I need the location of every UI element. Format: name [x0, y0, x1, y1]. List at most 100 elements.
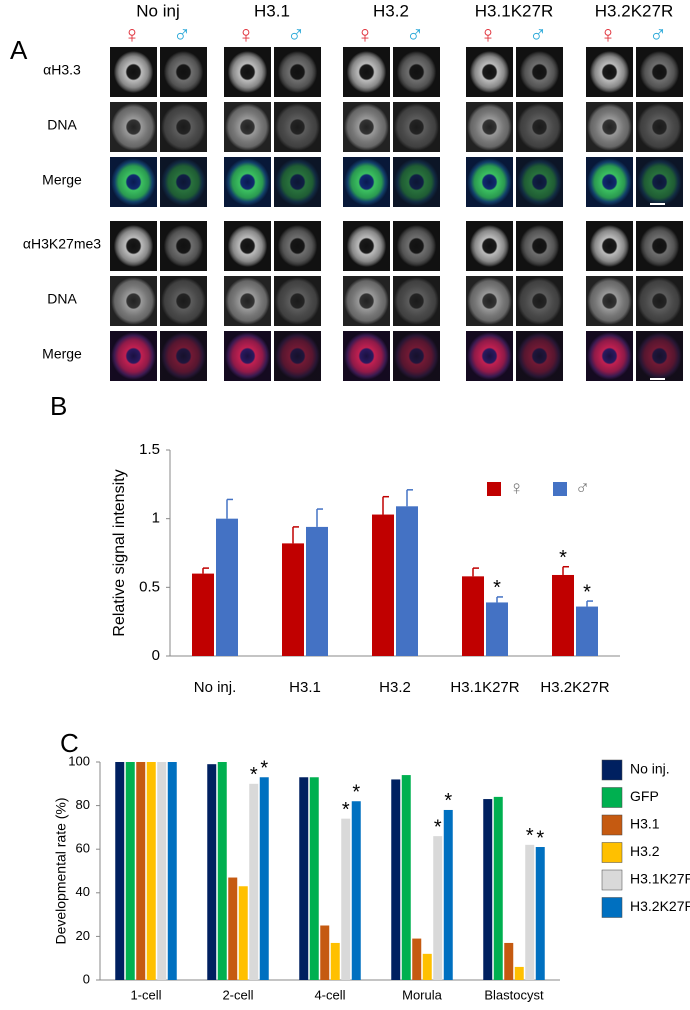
- micrograph-nucleus: [343, 276, 390, 326]
- bar: [216, 518, 238, 656]
- legend-swatch: [553, 482, 567, 496]
- micrograph-nucleus: [110, 221, 157, 271]
- micrograph-nucleus: [224, 221, 271, 271]
- sex-symbol: ♂: [173, 21, 191, 48]
- x-tick-label: Morula: [402, 987, 443, 1002]
- x-tick-label: H3.2K27R: [540, 679, 609, 696]
- sex-symbol: ♀: [123, 21, 141, 48]
- bar: [443, 809, 453, 980]
- bar: [207, 764, 217, 980]
- micrograph-nucleus: [466, 276, 513, 326]
- micrograph-nucleus: [343, 157, 390, 207]
- micrograph-nucleus: [343, 221, 390, 271]
- bar: [125, 762, 135, 980]
- bar: [306, 526, 328, 656]
- bar: [299, 777, 309, 980]
- significance-marker: *: [434, 816, 442, 838]
- bar: [422, 953, 432, 980]
- y-axis-title: Developmental rate (%): [53, 797, 69, 944]
- legend-label: H3.1: [630, 816, 660, 832]
- significance-marker: *: [559, 547, 567, 569]
- micrograph-nucleus: [274, 221, 321, 271]
- micrograph-nucleus: [516, 47, 563, 97]
- micrograph-nucleus: [466, 47, 513, 97]
- x-tick-label: 1-cell: [130, 987, 161, 1002]
- x-tick-label: Blastocyst: [484, 987, 544, 1002]
- significance-marker: *: [536, 827, 544, 849]
- significance-marker: *: [250, 764, 258, 786]
- micrograph-nucleus: [274, 102, 321, 152]
- micrograph-nucleus: [636, 102, 683, 152]
- micrograph-nucleus: [586, 276, 633, 326]
- micrograph-nucleus: [224, 47, 271, 97]
- x-tick-label: 4-cell: [314, 987, 345, 1002]
- micrograph-nucleus: [466, 102, 513, 152]
- bar: [341, 818, 351, 980]
- column-header: H3.2: [373, 1, 409, 20]
- bar: [391, 779, 401, 980]
- micrograph-nucleus: [110, 157, 157, 207]
- micrograph-nucleus: [274, 276, 321, 326]
- legend-swatch: [601, 759, 623, 781]
- micrograph-nucleus: [160, 221, 207, 271]
- micrograph-nucleus: [160, 157, 207, 207]
- micrograph-nucleus: [636, 276, 683, 326]
- bar: [462, 576, 484, 656]
- micrograph-nucleus: [516, 221, 563, 271]
- significance-marker: *: [352, 782, 360, 804]
- micrograph-nucleus: [516, 331, 563, 381]
- x-tick-label: 2-cell: [222, 987, 253, 1002]
- sex-symbol: ♀: [356, 21, 374, 48]
- bar: [401, 775, 411, 980]
- micrograph-nucleus: [586, 102, 633, 152]
- legend-swatch: [487, 482, 501, 496]
- bar: [433, 836, 443, 980]
- micrograph-nucleus: [636, 331, 683, 381]
- x-tick-label: H3.1K27R: [450, 679, 519, 696]
- sex-symbol: ♀: [237, 21, 255, 48]
- bar: [146, 762, 156, 980]
- micrograph-nucleus: [343, 102, 390, 152]
- bar: [115, 762, 125, 980]
- legend-swatch: [601, 842, 623, 863]
- legend-swatch: [601, 869, 623, 891]
- bar: [238, 886, 248, 980]
- micrograph-nucleus: [224, 276, 271, 326]
- micrograph-nucleus: [393, 157, 440, 207]
- bar: [486, 602, 508, 656]
- x-tick-label: H3.2: [379, 679, 411, 696]
- significance-marker: *: [444, 790, 452, 812]
- micrograph-nucleus: [160, 276, 207, 326]
- bar: [167, 762, 177, 980]
- legend-label: H3.2: [630, 843, 660, 859]
- significance-marker: *: [260, 758, 268, 780]
- y-tick-label: 100: [68, 753, 90, 768]
- sex-symbol: ♂: [406, 21, 424, 48]
- bar: [330, 942, 340, 980]
- legend-label: H3.2K27R: [630, 898, 690, 914]
- legend-swatch: [601, 787, 623, 808]
- legend-label: GFP: [630, 788, 659, 804]
- bar: [372, 514, 394, 656]
- bar: [483, 799, 493, 980]
- y-tick-label: 1: [152, 510, 160, 527]
- bar: [552, 574, 574, 656]
- sex-symbol: ♂: [287, 21, 305, 48]
- legend-label: No inj.: [630, 761, 670, 777]
- significance-marker: *: [583, 581, 591, 603]
- bar: [525, 844, 535, 980]
- significance-marker: *: [526, 825, 534, 847]
- bar: [309, 777, 319, 980]
- micrograph-nucleus: [160, 102, 207, 152]
- micrograph-nucleus: [274, 157, 321, 207]
- micrograph-nucleus: [636, 221, 683, 271]
- bar: [282, 543, 304, 656]
- row-label: Merge: [42, 346, 82, 362]
- micrograph-nucleus: [110, 102, 157, 152]
- micrograph-nucleus: [393, 331, 440, 381]
- x-tick-label: No inj.: [194, 679, 237, 696]
- micrograph-nucleus: [466, 331, 513, 381]
- bar: [249, 783, 259, 980]
- bar: [576, 606, 598, 656]
